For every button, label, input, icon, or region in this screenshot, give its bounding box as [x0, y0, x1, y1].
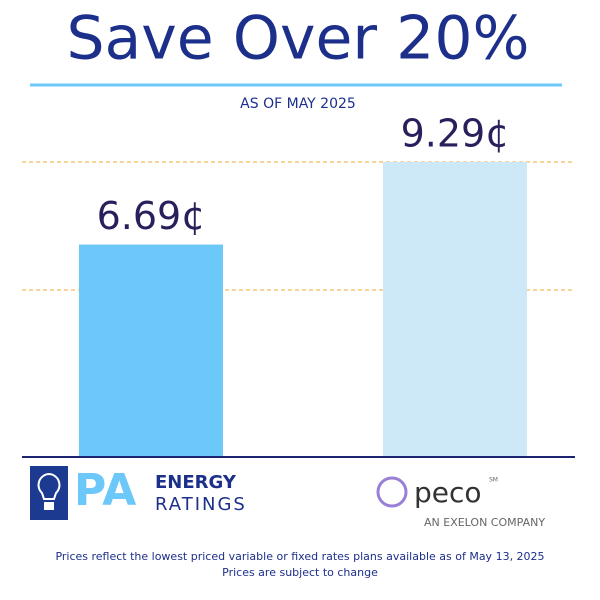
value-label: 9.29¢ [401, 112, 510, 156]
footnote: Prices reflect the lowest priced variabl… [55, 550, 544, 563]
value-label: 6.69¢ [97, 194, 206, 238]
peco-icon [376, 476, 408, 508]
pa-logo-line2: RATINGS [155, 494, 247, 515]
bar [79, 244, 223, 457]
peco-tagline: AN EXELON COMPANY [424, 516, 545, 529]
peco-name: peco [414, 476, 482, 509]
footnote: Prices are subject to change [222, 566, 378, 579]
bar [383, 162, 527, 457]
pa-logo-big: PA [74, 465, 136, 516]
bulb-icon [37, 472, 61, 500]
bulb-base [44, 502, 54, 510]
pa-logo-line1: ENERGY [155, 472, 237, 493]
chart-subtitle: AS OF MAY 2025 [240, 96, 356, 112]
plot: 6.69¢ 9.29¢ [22, 112, 575, 457]
chart-title: Save Over 20% [66, 4, 529, 74]
peco-mark: SM [489, 477, 498, 484]
